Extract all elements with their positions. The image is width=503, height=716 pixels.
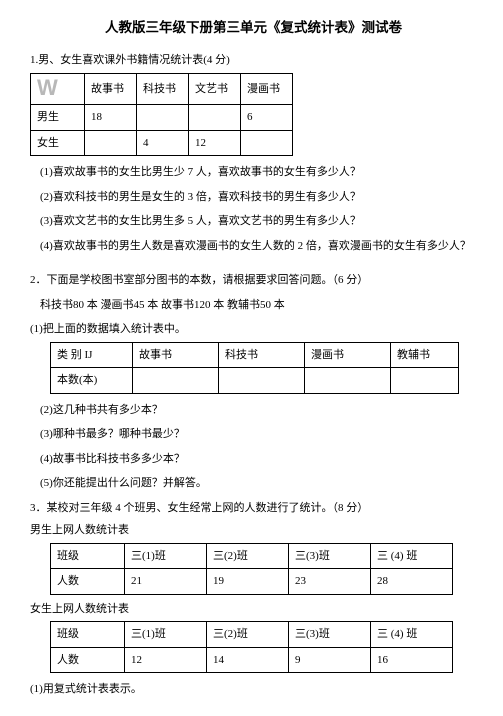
q2-sub5: (5)你还能提出什么问题？并解答。 — [30, 475, 477, 492]
q1-sub2: (2)喜欢科技书的男生是女生的 3 倍，喜欢科技书的男生有多少人？ — [30, 189, 477, 206]
q3-sub1: (1)用复式统计表表示。 — [30, 681, 477, 698]
table-cell — [189, 105, 241, 131]
table-cell: 16 — [371, 647, 453, 673]
q2-h0: 类 别 IJ — [51, 342, 133, 368]
q3-heading: 3．某校对三年级 4 个班男、女生经常上网的人数进行了统计。（8 分） — [30, 500, 477, 517]
q2-sub1: (1)把上面的数据填入统计表中。 — [30, 321, 477, 338]
q1-sub4: (4)喜欢故事书的男生人数是喜欢漫画书的女生人数的 2 倍，喜欢漫画书的女生有多… — [30, 238, 477, 255]
table-cell: 4 — [137, 130, 189, 156]
q2-h3: 漫画书 — [305, 342, 391, 368]
table-cell: 三 (4) 班 — [371, 543, 453, 569]
table-cell: 三(3)班 — [289, 543, 371, 569]
q3g-classlabel: 班级 — [51, 622, 125, 648]
q2-h2: 科技书 — [219, 342, 305, 368]
table-cell: 三 (4) 班 — [371, 622, 453, 648]
table-cell — [391, 368, 459, 394]
table-cell: 12 — [125, 647, 207, 673]
q2-sub3: (3)哪种书最多？哪种书最少？ — [30, 426, 477, 443]
q2-h4: 教辅书 — [391, 342, 459, 368]
table-cell — [137, 105, 189, 131]
q1-h2: 科技书 — [137, 73, 189, 105]
table-cell — [219, 368, 305, 394]
table-cell: 28 — [371, 569, 453, 595]
table-cell: 18 — [85, 105, 137, 131]
table-cell: 9 — [289, 647, 371, 673]
q3b-countlabel: 人数 — [51, 569, 125, 595]
q2-table: 类 别 IJ 故事书 科技书 漫画书 教辅书 本数(本) — [50, 342, 459, 394]
q2-sub2: (2)这几种书共有多少本？ — [30, 402, 477, 419]
table-cell: 三(1)班 — [125, 543, 207, 569]
table-cell: 14 — [207, 647, 289, 673]
q1-r1-label: 男生 — [31, 105, 85, 131]
q3-girls-table: 班级 三(1)班 三(2)班 三(3)班 三 (4) 班 人数 12 14 9 … — [50, 621, 453, 673]
q1-r2-label: 女生 — [31, 130, 85, 156]
table-cell — [85, 130, 137, 156]
q1-h1: 故事书 — [85, 73, 137, 105]
table-cell: 三(1)班 — [125, 622, 207, 648]
table-corner-glyph: W — [37, 75, 58, 100]
q1-h3: 文艺书 — [189, 73, 241, 105]
q1-h4: 漫画书 — [241, 73, 293, 105]
q2-given: 科技书80 本 漫画书45 本 故事书120 本 教辅书50 本 — [30, 297, 477, 314]
q2-r2c0: 本数(本) — [51, 368, 133, 394]
q3b-classlabel: 班级 — [51, 543, 125, 569]
q1-sub3: (3)喜欢文艺书的女生比男生多 5 人，喜欢文艺书的男生有多少人？ — [30, 213, 477, 230]
q1-table: W 故事书 科技书 文艺书 漫画书 男生 18 6 女生 4 12 — [30, 73, 293, 157]
q2-h1: 故事书 — [133, 342, 219, 368]
table-cell: 23 — [289, 569, 371, 595]
q3-boys-table: 班级 三(1)班 三(2)班 三(3)班 三 (4) 班 人数 21 19 23… — [50, 543, 453, 595]
page-title: 人教版三年级下册第三单元《复式统计表》测试卷 — [30, 18, 477, 38]
table-cell — [305, 368, 391, 394]
table-cell — [241, 130, 293, 156]
table-cell: 12 — [189, 130, 241, 156]
table-cell: 21 — [125, 569, 207, 595]
table-cell: 三(2)班 — [207, 543, 289, 569]
table-cell: 三(3)班 — [289, 622, 371, 648]
q3-girls-title: 女生上网人数统计表 — [30, 601, 477, 618]
table-cell: 19 — [207, 569, 289, 595]
q2-heading: 2．下面是学校图书室部分图书的本数，请根据要求回答问题。（6 分） — [30, 272, 477, 289]
q1-heading: 1.男、女生喜欢课外书籍情况统计表(4 分) — [30, 52, 477, 69]
q3g-countlabel: 人数 — [51, 647, 125, 673]
table-cell — [133, 368, 219, 394]
q2-sub4: (4)故事书比科技书多多少本？ — [30, 451, 477, 468]
q1-sub1: (1)喜欢故事书的女生比男生少 7 人，喜欢故事书的女生有多少人？ — [30, 164, 477, 181]
table-cell: 三(2)班 — [207, 622, 289, 648]
q3-boys-title: 男生上网人数统计表 — [30, 522, 477, 539]
table-cell: 6 — [241, 105, 293, 131]
